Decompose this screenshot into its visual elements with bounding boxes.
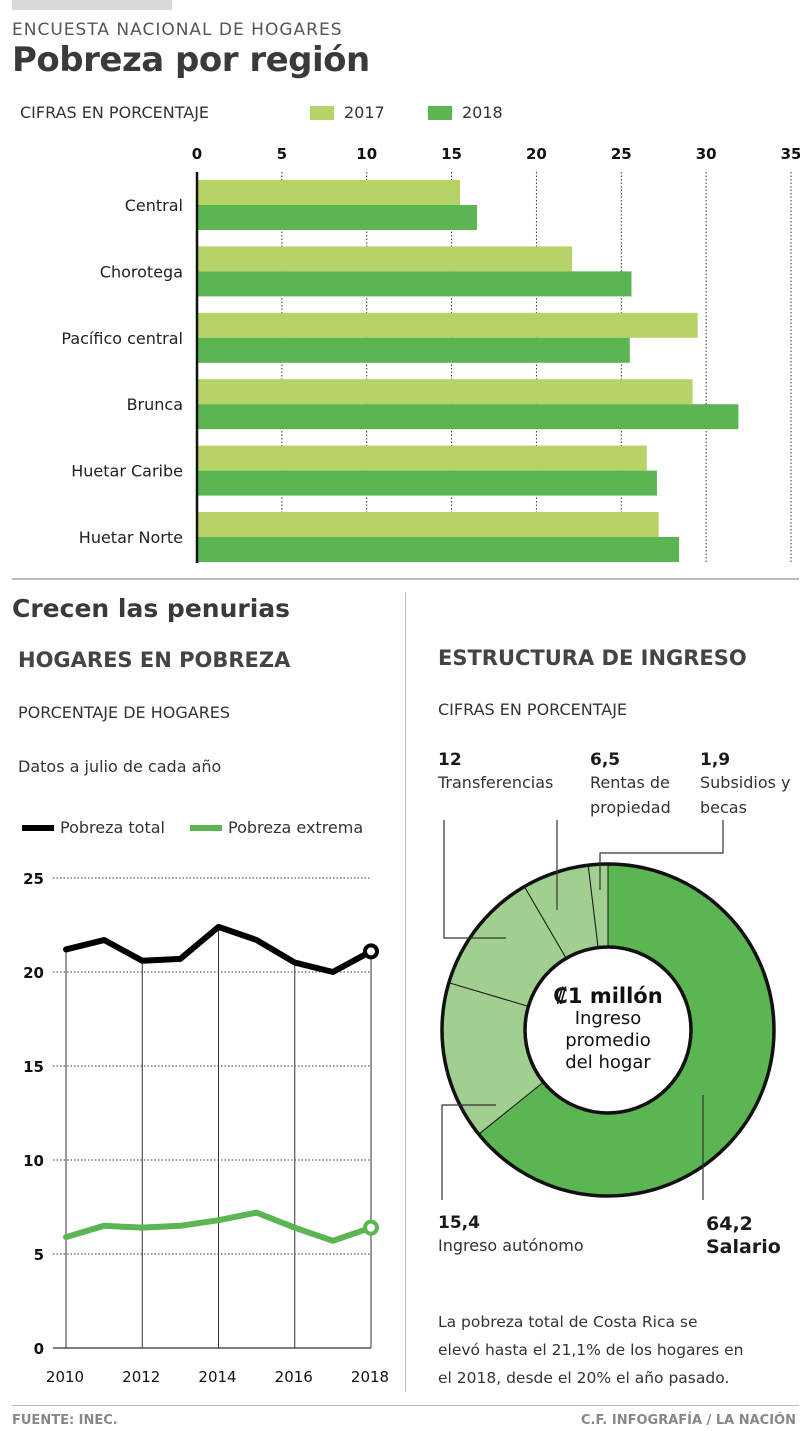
donut-chart [440, 820, 776, 1200]
top-accent-bar [12, 0, 172, 10]
legend-item-2017: 2017 [310, 103, 385, 122]
category-label: Huetar Caribe [71, 462, 183, 481]
label-rentas: 6,5 Rentas de propiedad [590, 750, 690, 820]
bar-chart-subtitle: CIFRAS EN PORCENTAJE [20, 103, 210, 122]
label-subsidios: 1,9 Subsidios y becas [700, 750, 795, 820]
x-tick-label: 2010 [46, 1368, 84, 1386]
line-chart-heading: HOGARES EN POBREZA [18, 648, 291, 672]
x-tick-label: 2014 [198, 1368, 236, 1386]
x-tick-label: 25 [611, 145, 632, 163]
bar-2018-pacífico-central [197, 337, 630, 363]
legend-label-2018: 2018 [462, 103, 503, 122]
category-label: Pacífico central [61, 329, 183, 348]
bar-2017-pacífico-central [197, 312, 698, 338]
bar-2017-huetar-caribe [197, 445, 647, 471]
leader-rentas [556, 820, 558, 910]
legend-line-extreme [190, 824, 222, 831]
x-tick-label: 20 [526, 145, 547, 163]
legend-swatch-2018 [428, 105, 452, 120]
x-tick-label: 35 [781, 145, 800, 163]
center-value: ₡1 millón [553, 984, 663, 1008]
kicker: ENCUESTA NACIONAL DE HOGARES [12, 20, 343, 40]
endpoint-marker [363, 1219, 379, 1236]
category-label: Huetar Norte [79, 528, 183, 547]
x-tick-label: 5 [277, 145, 287, 163]
category-label: Brunca [127, 395, 183, 414]
bar-2017-central [197, 180, 461, 205]
category-label: Chorotega [100, 262, 183, 281]
y-tick-label: 25 [23, 870, 44, 888]
name-autonomo: Ingreso autónomo [438, 1236, 584, 1255]
donut-outer-ring [440, 862, 776, 1198]
summary-note: La pobreza total de Costa Rica se elevó … [438, 1308, 743, 1392]
x-tick-label: 0 [192, 145, 202, 163]
line-chart-note: Datos a julio de cada año [18, 757, 222, 776]
label-salario: 64,2 Salario [706, 1213, 781, 1259]
y-tick-label: 15 [23, 1058, 44, 1076]
bar-2018-huetar-caribe [197, 470, 657, 496]
section-title: Crecen las penurias [12, 594, 291, 623]
y-tick-label: 5 [34, 1246, 44, 1264]
legend-label-2017: 2017 [344, 103, 385, 122]
value-salario: 64,2 [706, 1213, 753, 1235]
bar-2017-huetar-norte [197, 512, 659, 537]
name-subsidios: Subsidios y becas [700, 773, 791, 817]
value-subsidios: 1,9 [700, 750, 731, 770]
name-transferencias: Transferencias [438, 773, 554, 792]
x-tick-label: 30 [696, 145, 717, 163]
line-chart-subtitle: PORCENTAJE DE HOGARES [18, 703, 231, 722]
bar-2018-central [197, 205, 478, 230]
note-line-3: el 2018, desde el 20% el año pasado. [438, 1369, 730, 1387]
value-autonomo: 15,4 [438, 1213, 480, 1233]
center-line-2: promedio [565, 1030, 651, 1051]
leader-transferencias [443, 820, 506, 939]
legend-label-extreme: Pobreza extrema [228, 818, 364, 837]
x-tick-label: 10 [356, 145, 377, 163]
column-divider [405, 592, 406, 1392]
value-transferencias: 12 [438, 750, 462, 770]
line-chart: 0 5 10 15 20 25 2010 2012 2014 2016 2018 [23, 870, 389, 1386]
label-autonomo: 15,4 Ingreso autónomo [438, 1213, 584, 1258]
value-rentas: 6,5 [590, 750, 621, 770]
x-tick-label: 2012 [122, 1368, 160, 1386]
leader-subsidios [599, 820, 724, 890]
center-line-3: del hogar [565, 1052, 651, 1073]
label-transferencias: 12 Transferencias [438, 750, 553, 795]
legend-item-extreme: Pobreza extrema [190, 818, 363, 837]
bar-2018-brunca [197, 404, 739, 430]
name-rentas: Rentas de propiedad [590, 773, 671, 817]
note-line-1: La pobreza total de Costa Rica se [438, 1313, 698, 1331]
section-divider [12, 578, 799, 580]
y-tick-label: 20 [23, 964, 44, 982]
donut-inner-circle [523, 945, 693, 1115]
pie-chart-heading: ESTRUCTURA DE INGRESO [438, 646, 747, 670]
y-tick-label: 0 [34, 1340, 44, 1358]
bar-2018-chorotega [197, 271, 632, 297]
y-tick-label: 10 [23, 1152, 44, 1170]
footer-divider [12, 1405, 799, 1406]
donut-center: ₡1 millón Ingreso promedio del hogar [524, 984, 692, 1074]
legend-label-total: Pobreza total [60, 818, 165, 837]
legend-swatch-2017 [310, 105, 334, 120]
legend-item-total: Pobreza total [22, 818, 165, 837]
credit: C.F. INFOGRAFÍA / LA NACIÓN [580, 1413, 796, 1428]
bar-2018-huetar-norte [197, 537, 679, 562]
category-label: Central [125, 196, 183, 215]
name-salario: Salario [706, 1236, 781, 1258]
endpoint-marker [363, 943, 379, 960]
bar-2017-chorotega [197, 246, 573, 272]
x-tick-label: 2018 [351, 1368, 389, 1386]
x-tick-label: 2016 [275, 1368, 313, 1386]
bar-chart: 0 5 10 15 20 25 30 35 Central Chorotega Pacífico c… [61, 145, 800, 563]
leader-autonomo [441, 1104, 496, 1200]
pie-chart-subtitle: CIFRAS EN PORCENTAJE [438, 700, 628, 719]
note-line-2: elevó hasta el 21,1% de los hogares en [438, 1341, 744, 1359]
center-line-1: Ingreso [574, 1008, 642, 1029]
source: FUENTE: INEC. [12, 1413, 118, 1428]
legend-item-2018: 2018 [428, 103, 503, 122]
x-tick-label: 15 [441, 145, 462, 163]
legend-line-total [22, 824, 54, 831]
page-title: Pobreza por región [12, 40, 370, 80]
bar-2017-brunca [197, 379, 693, 405]
